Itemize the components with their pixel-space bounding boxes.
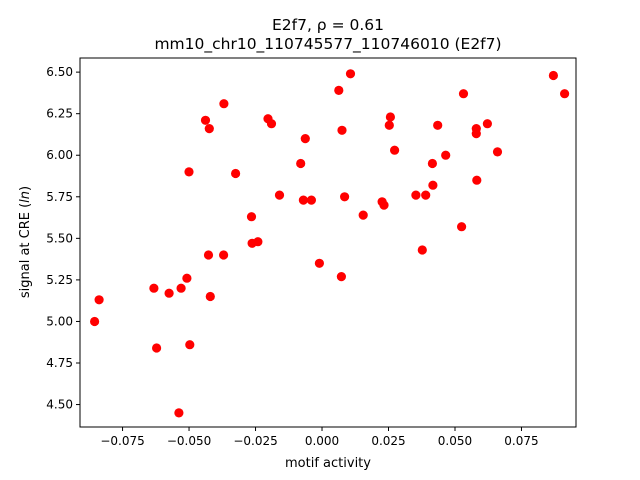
data-point-54 xyxy=(560,89,570,99)
data-point-5 xyxy=(174,408,184,418)
x-tick-label: 0.075 xyxy=(504,434,538,448)
chart-title-line-2: mm10_chr10_110745577_110746010 (E2f7) xyxy=(154,35,501,54)
data-point-41 xyxy=(421,190,431,200)
data-point-8 xyxy=(185,340,195,350)
data-point-40 xyxy=(417,245,427,255)
data-point-15 xyxy=(219,250,229,260)
data-point-35 xyxy=(379,200,389,210)
x-axis-label: motif activity xyxy=(285,456,371,471)
x-axis-ticks: −0.075 −0.050 −0.025 0.000 0.025 0.050 0.075 xyxy=(100,427,539,448)
x-tick-label: 0.000 xyxy=(305,434,339,448)
x-tick-label: −0.075 xyxy=(100,434,144,448)
data-point-13 xyxy=(205,291,215,302)
data-point-7 xyxy=(182,273,192,283)
data-point-43 xyxy=(428,180,438,190)
data-point-16 xyxy=(231,168,241,179)
x-tick-label: 0.025 xyxy=(371,434,405,448)
data-point-3 xyxy=(149,283,159,293)
data-point-38 xyxy=(390,145,400,155)
y-tick-label: 5.25 xyxy=(46,273,73,287)
data-point-11 xyxy=(204,124,214,134)
y-tick-label: 4.75 xyxy=(46,356,73,370)
y-tick-label: 6.25 xyxy=(46,107,73,121)
data-point-33 xyxy=(358,210,368,220)
data-point-12 xyxy=(203,250,214,260)
data-point-47 xyxy=(458,89,469,99)
chart-title-line-1: E2f7, ρ = 0.61 xyxy=(272,16,384,34)
data-point-46 xyxy=(457,222,467,232)
data-point-44 xyxy=(433,120,443,130)
data-point-42 xyxy=(427,158,437,169)
data-point-2 xyxy=(152,343,162,353)
data-point-26 xyxy=(306,195,316,205)
data-point-14 xyxy=(219,99,229,109)
data-point-24 xyxy=(300,134,310,144)
data-point-9 xyxy=(184,167,194,177)
data-point-51 xyxy=(482,119,492,129)
data-point-6 xyxy=(176,283,186,293)
data-point-31 xyxy=(340,192,350,202)
data-point-22 xyxy=(274,190,285,200)
data-point-21 xyxy=(266,119,277,129)
data-point-27 xyxy=(314,258,324,268)
data-point-29 xyxy=(337,125,347,135)
data-point-23 xyxy=(296,158,306,169)
plot-frame xyxy=(79,57,577,428)
y-axis-label: signal at CRE (ln) xyxy=(18,186,33,298)
data-point-52 xyxy=(492,147,503,157)
data-point-1 xyxy=(94,295,104,305)
data-point-30 xyxy=(336,272,346,282)
data-point-25 xyxy=(298,195,308,205)
data-point-39 xyxy=(411,190,421,200)
data-point-53 xyxy=(548,70,559,81)
data-point-28 xyxy=(334,85,344,95)
data-point-10 xyxy=(200,115,211,125)
y-tick-label: 5.00 xyxy=(46,314,73,328)
y-tick-label: 5.50 xyxy=(46,231,73,245)
data-point-37 xyxy=(385,112,395,122)
data-point-32 xyxy=(345,69,356,79)
data-point-4 xyxy=(164,288,174,298)
x-tick-label: −0.025 xyxy=(233,434,277,448)
data-points xyxy=(90,69,570,418)
y-axis-ticks: 4.50 4.75 5.00 5.25 5.50 5.75 6.00 6.25 6.50 xyxy=(46,65,80,412)
data-point-45 xyxy=(441,150,451,160)
data-point-17 xyxy=(246,212,257,222)
data-point-19 xyxy=(253,237,263,247)
x-tick-label: −0.050 xyxy=(167,434,211,448)
y-tick-label: 4.50 xyxy=(46,398,73,412)
x-tick-label: 0.050 xyxy=(438,434,472,448)
data-point-0 xyxy=(90,316,100,327)
data-point-49 xyxy=(471,129,481,139)
data-point-36 xyxy=(384,120,394,130)
y-tick-label: 6.00 xyxy=(46,148,73,162)
y-tick-label: 6.50 xyxy=(46,65,73,79)
data-point-50 xyxy=(472,175,482,185)
y-tick-label: 5.75 xyxy=(46,190,73,204)
